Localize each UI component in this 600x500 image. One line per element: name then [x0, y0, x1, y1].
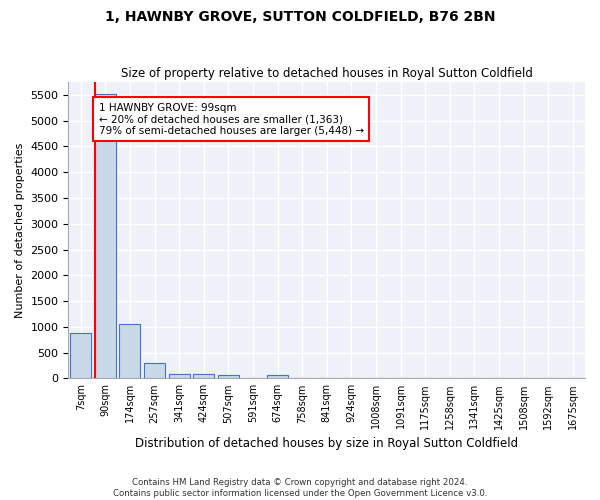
Title: Size of property relative to detached houses in Royal Sutton Coldfield: Size of property relative to detached ho… [121, 66, 533, 80]
Text: 1, HAWNBY GROVE, SUTTON COLDFIELD, B76 2BN: 1, HAWNBY GROVE, SUTTON COLDFIELD, B76 2… [105, 10, 495, 24]
Bar [95, 94, 116, 379]
X-axis label: Distribution of detached houses by size in Royal Sutton Coldfield: Distribution of detached houses by size … [135, 437, 518, 450]
Bar [144, 363, 165, 378]
Bar [119, 324, 140, 378]
Bar [70, 334, 91, 378]
Y-axis label: Number of detached properties: Number of detached properties [15, 142, 25, 318]
Bar [218, 374, 239, 378]
Bar [267, 375, 288, 378]
Bar [169, 374, 190, 378]
Text: 1 HAWNBY GROVE: 99sqm
← 20% of detached houses are smaller (1,363)
79% of semi-d: 1 HAWNBY GROVE: 99sqm ← 20% of detached … [98, 102, 364, 136]
Bar [193, 374, 214, 378]
Text: Contains HM Land Registry data © Crown copyright and database right 2024.
Contai: Contains HM Land Registry data © Crown c… [113, 478, 487, 498]
